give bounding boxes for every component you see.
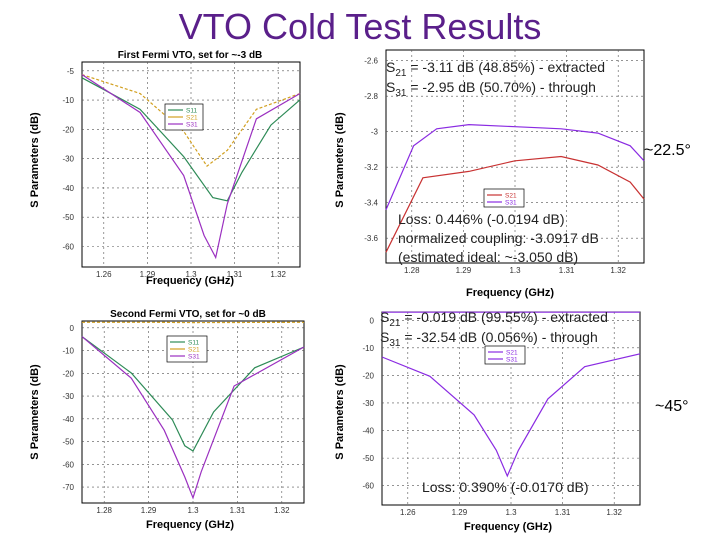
y-tick-label: -60 [362, 482, 374, 491]
y-tick-label: -60 [62, 460, 74, 469]
y-tick-label: -3.6 [364, 234, 378, 243]
legend-entry: S31 [506, 357, 518, 364]
x-tick-label: 1.31 [555, 508, 571, 517]
legend-entry: S31 [505, 200, 517, 207]
y-tick-label: -2.8 [364, 92, 378, 101]
x-tick-label: 1.26 [96, 270, 112, 279]
x-tick-label: 1.3 [509, 266, 521, 275]
x-tick-label: 1.31 [227, 270, 243, 279]
y-tick-label: -10 [62, 96, 74, 105]
y-tick-label: -3.4 [364, 199, 378, 208]
x-tick-label: 1.29 [140, 270, 156, 279]
y-tick-label: -60 [62, 243, 74, 252]
x-tick-label: 1.28 [96, 506, 112, 515]
bottom-right-s31-annotation: S31 = -32.54 dB (0.056%) - through [380, 329, 598, 349]
x-tick-label: 1.3 [505, 508, 517, 517]
y-tick-label: -3.2 [364, 163, 378, 172]
x-tick-label: 1.29 [141, 506, 157, 515]
y-tick-label: 0 [370, 316, 375, 325]
x-tick-label: 1.32 [610, 266, 626, 275]
y-tick-label: -30 [62, 155, 74, 164]
y-tick-label: -40 [62, 184, 74, 193]
y-tick-label: -50 [362, 454, 374, 463]
legend-entry: S21 [505, 193, 517, 200]
x-tick-label: 1.3 [185, 270, 197, 279]
chart-2: 1.28 1.29 1.3 1.31 1.32 -2.6 -2.8 -3 -3.2 -3.4 -3.… [334, 49, 645, 299]
y-tick-label: -40 [362, 427, 374, 436]
page-title: VTO Cold Test Results [178, 6, 542, 47]
y-tick-label: -40 [62, 415, 74, 424]
x-axis-label: Frequency (GHz) [464, 521, 552, 533]
series-line-s31 [81, 336, 305, 500]
legend-entry: S11 [186, 108, 197, 115]
series-line-s31 [81, 74, 301, 260]
y-tick-label: -20 [362, 371, 374, 380]
series-line-s11 [81, 336, 305, 452]
x-axis-label: Frequency (GHz) [146, 275, 234, 287]
x-tick-label: 1.3 [187, 506, 199, 515]
series-line-s21 [385, 155, 645, 253]
bottom-right-loss-line: Loss: 0.390% (-0.0170 dB) [422, 479, 589, 495]
x-tick-label: 1.32 [274, 506, 290, 515]
top-right-loss-line2: normalized coupling: -3.0917 dB [398, 230, 599, 246]
top-right-loss-line3: (estimated ideal: ~-3.050 dB) [398, 249, 579, 265]
x-tick-label: 1.31 [559, 266, 575, 275]
y-tick-label: -5 [67, 67, 75, 76]
x-tick-label: 1.28 [404, 266, 420, 275]
y-axis-label: S Parameters (dB) [334, 364, 346, 460]
bottom-right-s21-annotation: S21 = -0.019 dB (99.55%) - extracted [380, 309, 608, 329]
top-right-s31-annotation: S31 = -2.95 dB (50.70%) - through [386, 79, 596, 99]
legend-box [483, 188, 525, 208]
y-tick-label: -50 [62, 438, 74, 447]
top-right-s21-annotation: S21 = -3.11 dB (48.85%) - extracted [386, 59, 606, 79]
y-tick-label: -30 [362, 399, 374, 408]
legend-entry: S31 [188, 354, 200, 361]
series-line-s31 [381, 353, 641, 478]
y-tick-label: -10 [362, 344, 374, 353]
y-axis-label: S Parameters (dB) [29, 364, 41, 460]
series-line-s11 [81, 77, 301, 202]
y-tick-label: -2.6 [364, 57, 378, 66]
x-axis-label: Frequency (GHz) [146, 519, 234, 531]
y-axis-label: S Parameters (dB) [334, 112, 346, 208]
x-tick-label: 1.29 [452, 508, 468, 517]
chart-3: 1.28 1.29 1.3 1.31 1.32 0 -10 -20 -30 -40 -50 -60 -7… [29, 309, 305, 531]
x-tick-label: 1.29 [456, 266, 472, 275]
chart-1: 1.26 1.29 1.3 1.31 1.32 -5 -10 -20 -30 -40 -50 -60 F… [29, 50, 301, 287]
bottom-right-phase-label: ~45° [655, 398, 689, 415]
series-line-s31 [385, 123, 645, 211]
y-tick-label: -30 [62, 392, 74, 401]
legend-entry: S31 [186, 122, 198, 129]
x-axis-label: Frequency (GHz) [466, 287, 554, 299]
y-tick-label: 0 [70, 324, 75, 333]
top-right-phase-label: ~22.5° [644, 142, 691, 159]
chart-title: First Fermi VTO, set for ~-3 dB [118, 50, 263, 61]
y-axis-label: S Parameters (dB) [29, 112, 41, 208]
series-line-s21 [81, 74, 301, 167]
top-right-loss-line1: Loss: 0.446% (-0.0194 dB) [398, 211, 565, 227]
legend-entry: S21 [506, 350, 518, 357]
x-tick-label: 1.31 [230, 506, 246, 515]
y-tick-label: -20 [62, 125, 74, 134]
chart-4: 1.26 1.29 1.3 1.31 1.32 0 -10 -20 -30 -40 -50 -60 Fr… [334, 311, 641, 533]
y-tick-label: -70 [62, 483, 74, 492]
legend-entry: S21 [186, 115, 198, 122]
legend-entry: S21 [188, 347, 200, 354]
legend-entry: S11 [188, 340, 199, 347]
y-tick-label: -10 [62, 347, 74, 356]
x-tick-label: 1.32 [606, 508, 622, 517]
x-tick-label: 1.26 [400, 508, 416, 517]
chart-title: Second Fermi VTO, set for ~0 dB [110, 309, 266, 320]
y-tick-label: -50 [62, 213, 74, 222]
y-tick-label: -20 [62, 369, 74, 378]
x-tick-label: 1.32 [270, 270, 286, 279]
y-tick-label: -3 [371, 128, 379, 137]
